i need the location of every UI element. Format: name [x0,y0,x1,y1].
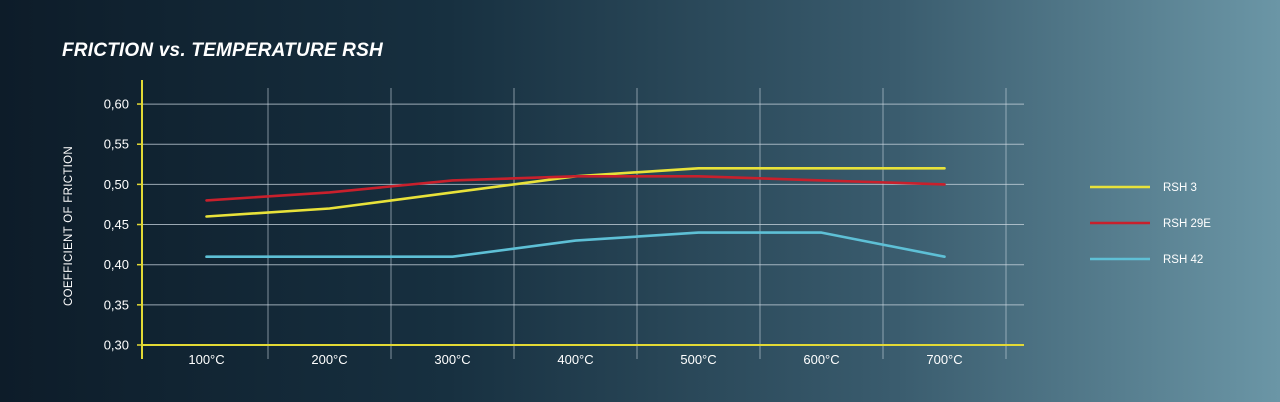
series-line-rsh-42 [205,231,946,259]
y-tick-label: 0,30 [104,338,129,353]
axes [137,80,1024,359]
x-tick-label: 700°C [926,352,962,367]
legend-label: RSH 42 [1163,254,1203,266]
x-tick-label: 600°C [803,352,839,367]
y-tick-label: 0,50 [104,177,129,192]
x-tick-label: 500°C [680,352,716,367]
series-line-rsh-29e [205,175,946,202]
y-axis-label: COEFFICIENT OF FRICTION [63,146,75,306]
y-tick-label: 0,35 [104,297,129,312]
y-tick-label: 0,60 [104,97,129,112]
grid-lines [142,88,1024,359]
legend: RSH 3 RSH 29E RSH 42 [1090,182,1211,266]
y-tick-labels: 0,30 0,35 0,40 0,45 0,50 0,55 0,60 [104,97,129,353]
legend-label: RSH 29E [1163,218,1211,230]
y-tick-label: 0,55 [104,137,129,152]
series-lines [205,167,946,259]
x-tick-labels: 100°C 200°C 300°C 400°C 500°C 600°C 700°C [188,352,962,367]
x-tick-label: 300°C [434,352,470,367]
x-tick-label: 200°C [311,352,347,367]
x-tick-label: 100°C [188,352,224,367]
legend-label: RSH 3 [1163,182,1197,194]
y-tick-label: 0,45 [104,217,129,232]
x-tick-label: 400°C [557,352,593,367]
chart-title: FRICTION vs. TEMPERATURE RSH [62,40,383,61]
y-tick-label: 0,40 [104,257,129,272]
